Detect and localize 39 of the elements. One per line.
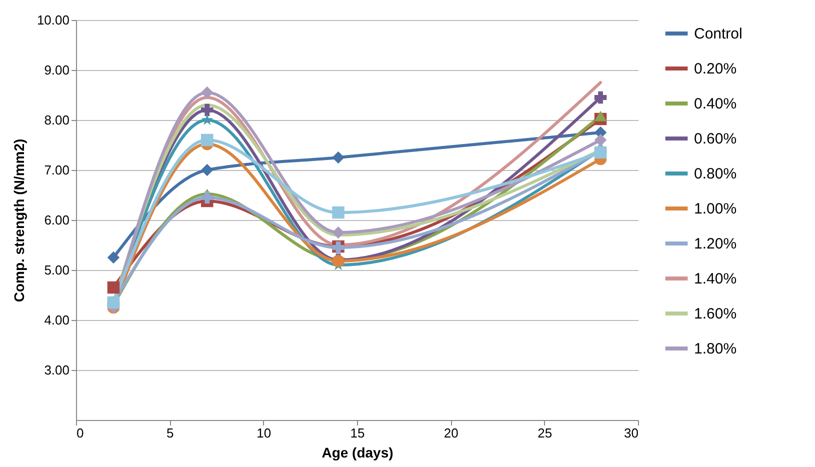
y-tick-label: 5.00 xyxy=(44,262,70,278)
legend-label: Control xyxy=(694,26,742,42)
y-tick-label: 7.00 xyxy=(44,162,70,178)
y-axis-title: Comp. strength (N/mm2) xyxy=(10,138,27,302)
point xyxy=(201,86,214,99)
legend-label: 1.80% xyxy=(694,340,737,358)
point xyxy=(332,151,344,164)
point xyxy=(332,226,344,239)
legend-label: 1.60% xyxy=(694,306,737,322)
legend-label: 1.00% xyxy=(694,200,737,218)
legend-label: 1.40% xyxy=(694,270,737,288)
point xyxy=(107,281,120,294)
x-tick-label: 10 xyxy=(256,426,272,440)
legend-label: 0.20% xyxy=(694,60,737,78)
point xyxy=(201,164,214,176)
point xyxy=(594,134,607,146)
legend-label: 1.20% xyxy=(694,236,737,252)
point xyxy=(201,104,214,116)
legend-label: 0.60% xyxy=(694,130,737,148)
legend-label: 0.80% xyxy=(694,166,737,182)
point xyxy=(594,91,607,104)
point xyxy=(201,114,213,125)
x-tick-label: 25 xyxy=(538,426,552,440)
point xyxy=(107,251,120,264)
y-tick-label: 10.00 xyxy=(36,12,70,28)
x-tick-label: 30 xyxy=(624,426,638,440)
x-tick-label: 15 xyxy=(350,426,365,440)
y-tick-label: 6.00 xyxy=(44,212,70,228)
y-tick-label: 4.00 xyxy=(44,312,70,328)
point xyxy=(201,134,214,146)
point xyxy=(332,206,344,219)
legend-label: 0.40% xyxy=(694,96,737,112)
x-axis-title: Age (days) xyxy=(322,444,394,460)
x-tick-label: 0 xyxy=(76,426,84,440)
x-tick-label: 5 xyxy=(166,426,174,440)
y-tick-label: 8.00 xyxy=(44,112,70,128)
y-tick-label: 9.00 xyxy=(44,62,70,78)
y-tick-label: 3.00 xyxy=(44,362,70,378)
x-tick-label: 20 xyxy=(444,426,458,440)
